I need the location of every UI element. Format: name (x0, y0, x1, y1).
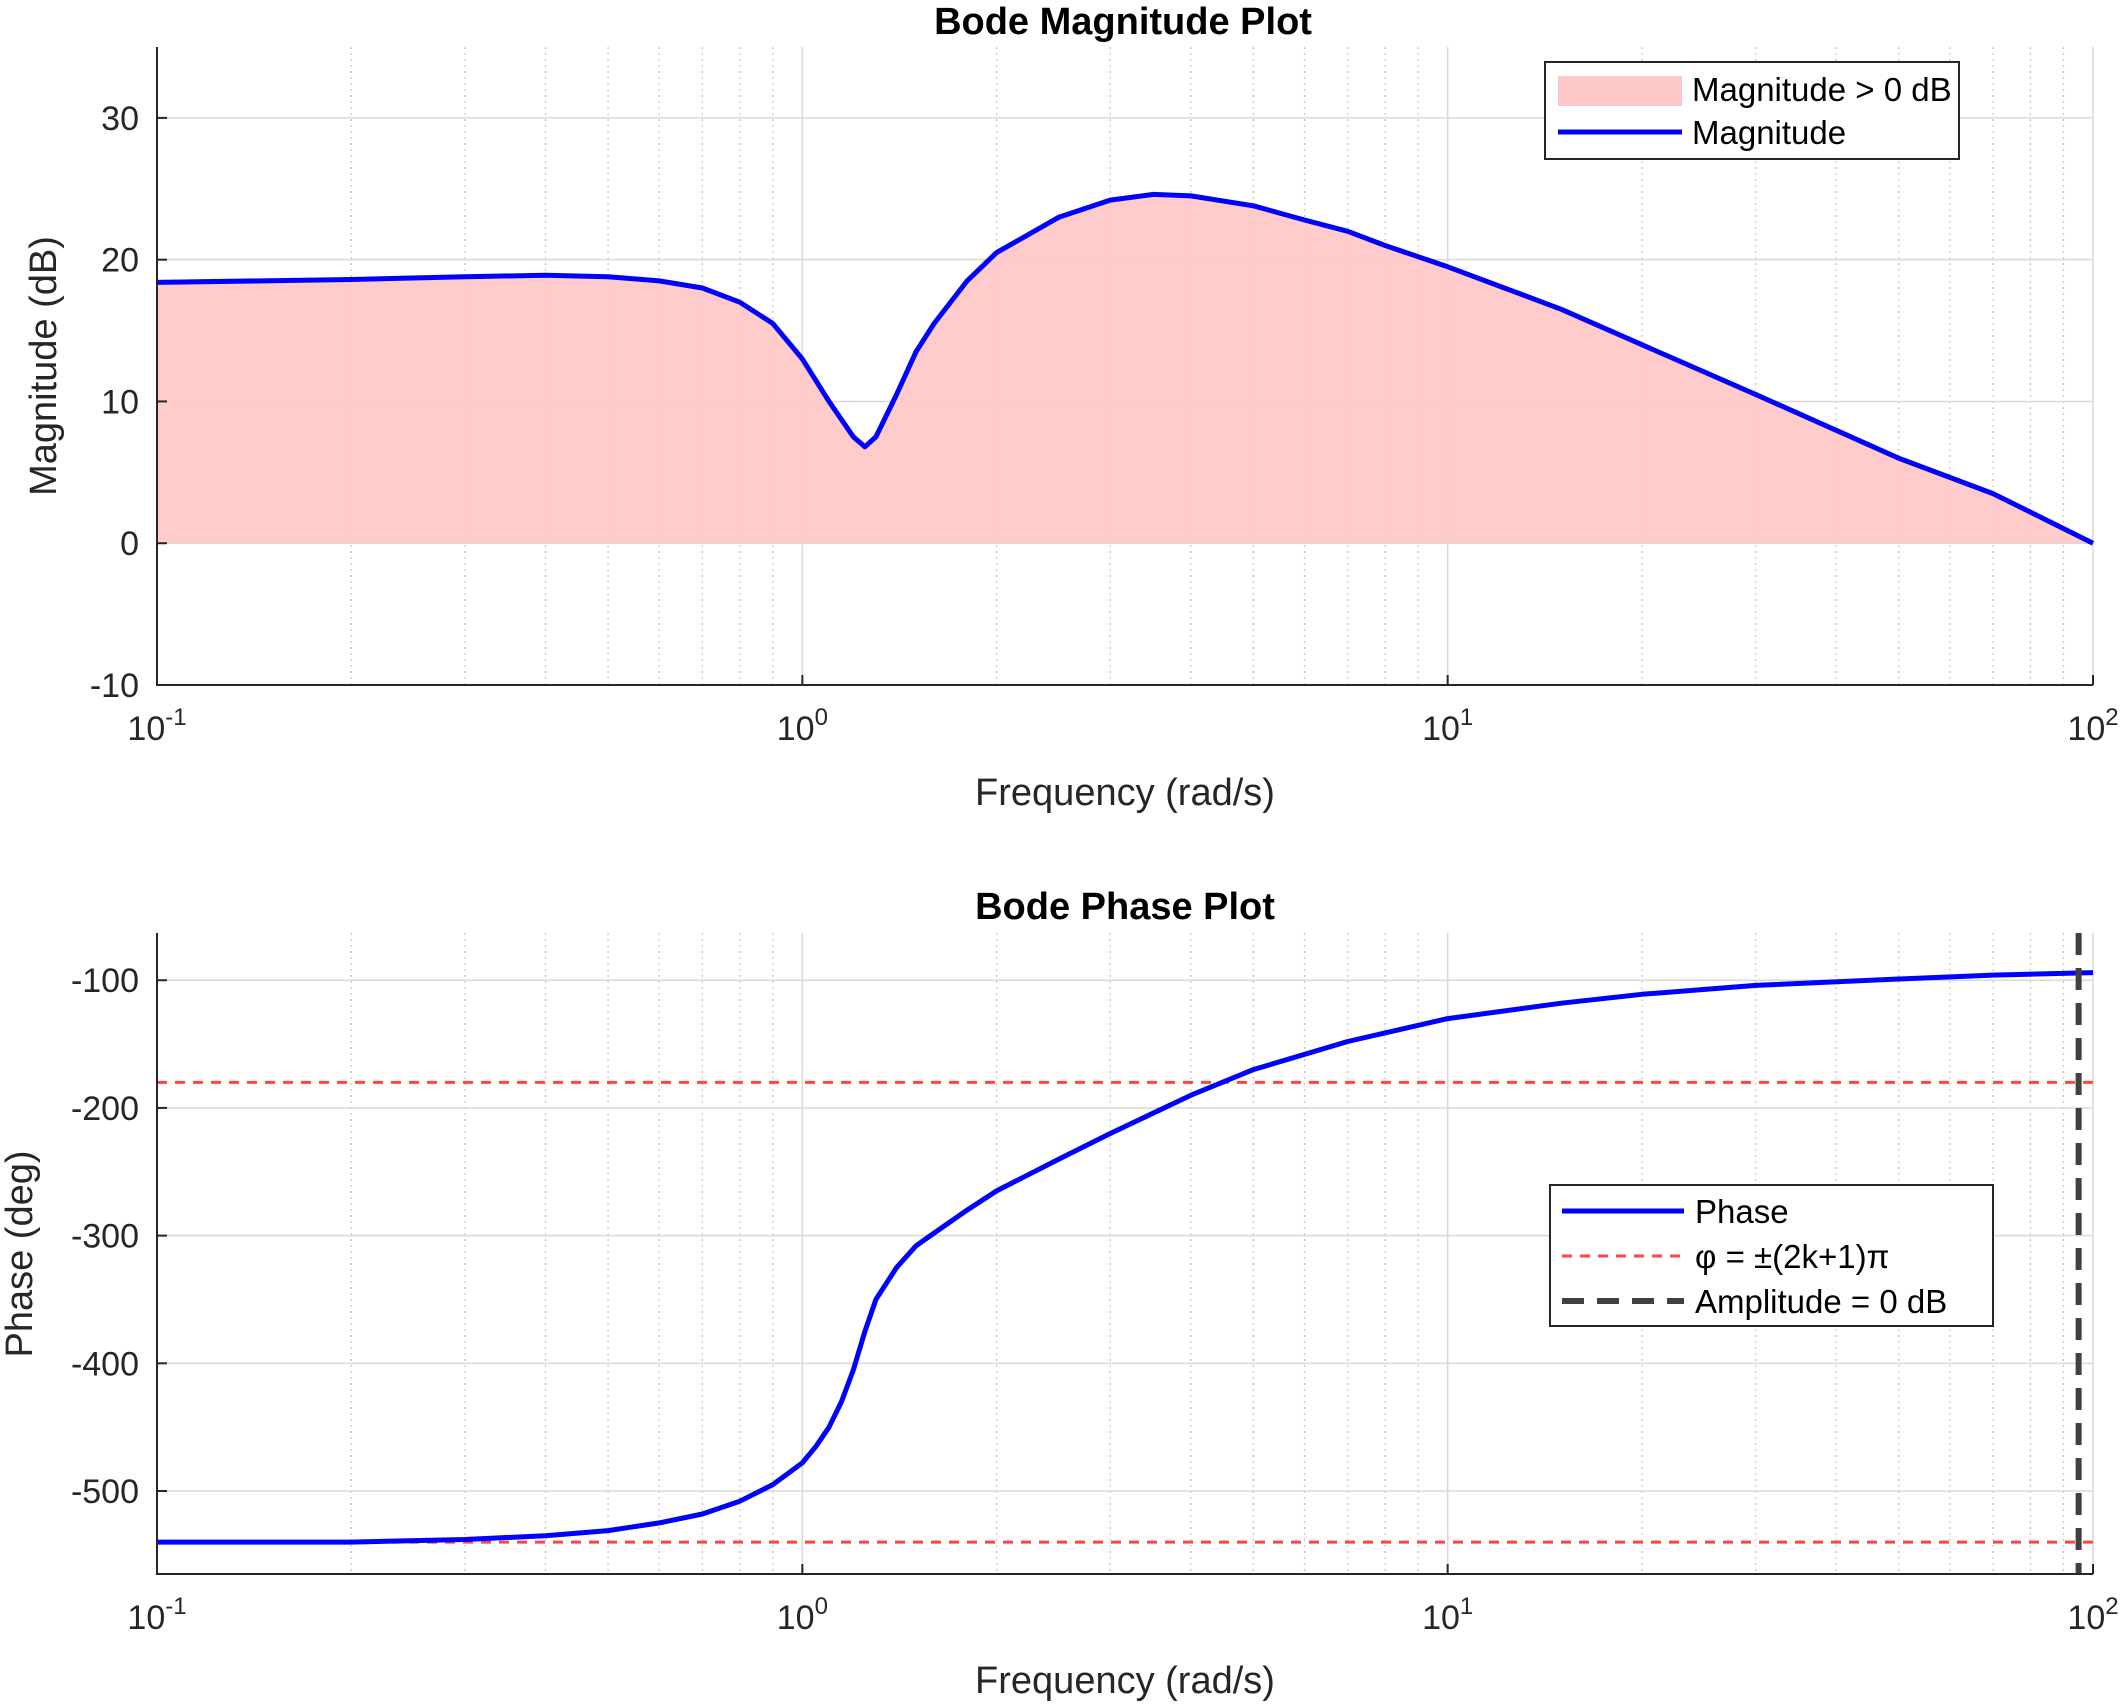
legend-label-pi-lines: φ = ±(2k+1)π (1695, 1238, 1889, 1275)
legend-label-magnitude: Magnitude (1692, 114, 1846, 151)
magnitude-x-axis-label: Frequency (rad/s) (975, 772, 1275, 814)
y-tick-label: 20 (101, 242, 139, 280)
legend-fill-swatch (1558, 76, 1682, 106)
y-tick-label: 10 (101, 383, 139, 421)
x-tick-label: 10-1 (127, 704, 186, 748)
phase-y-axis-label: Phase (deg) (0, 1150, 41, 1357)
phase-plot: Bode Phase Plot -500 -400 -300 -200 -100 10-… (0, 886, 2119, 1702)
magnitude-y-ticks: -10 0 10 20 30 (90, 100, 167, 705)
y-tick-label: -500 (71, 1473, 139, 1511)
y-tick-label: -100 (71, 962, 139, 1000)
y-tick-label: -10 (90, 667, 139, 705)
phase-line (157, 970, 2094, 1545)
y-tick-label: 30 (101, 100, 139, 138)
phase-x-ticks: 10-1 100 101 102 (127, 1564, 2119, 1637)
x-tick-label: 101 (1422, 704, 1473, 748)
magnitude-y-axis-label: Magnitude (dB) (23, 236, 65, 496)
x-tick-label: 101 (1422, 1593, 1473, 1637)
phase-legend: Phase φ = ±(2k+1)π Amplitude = 0 dB (1549, 1184, 1994, 1327)
magnitude-legend: Magnitude > 0 dB Magnitude (1544, 61, 1960, 160)
x-tick-label: 102 (2067, 1593, 2118, 1637)
y-tick-label: -400 (71, 1345, 139, 1383)
legend-label-magnitude-fill: Magnitude > 0 dB (1692, 71, 1952, 108)
legend-label-zero-db: Amplitude = 0 dB (1695, 1283, 1947, 1320)
phase-plot-title: Bode Phase Plot (975, 886, 1275, 928)
x-tick-label: 100 (777, 704, 828, 748)
magnitude-x-ticks: 10-1 100 101 102 (127, 675, 2119, 748)
phase-grid (156, 933, 2094, 1574)
phase-x-axis-label: Frequency (rad/s) (975, 1660, 1275, 1702)
y-tick-label: 0 (120, 525, 139, 563)
y-tick-label: -300 (71, 1218, 139, 1256)
x-tick-label: 100 (777, 1593, 828, 1637)
legend-label-phase: Phase (1695, 1193, 1789, 1230)
magnitude-plot-title: Bode Magnitude Plot (934, 1, 1312, 43)
x-tick-label: 10-1 (127, 1593, 186, 1637)
x-tick-label: 102 (2067, 704, 2118, 748)
phase-y-ticks: -500 -400 -300 -200 -100 (71, 962, 167, 1511)
y-tick-label: -200 (71, 1090, 139, 1128)
magnitude-line (156, 191, 2095, 546)
